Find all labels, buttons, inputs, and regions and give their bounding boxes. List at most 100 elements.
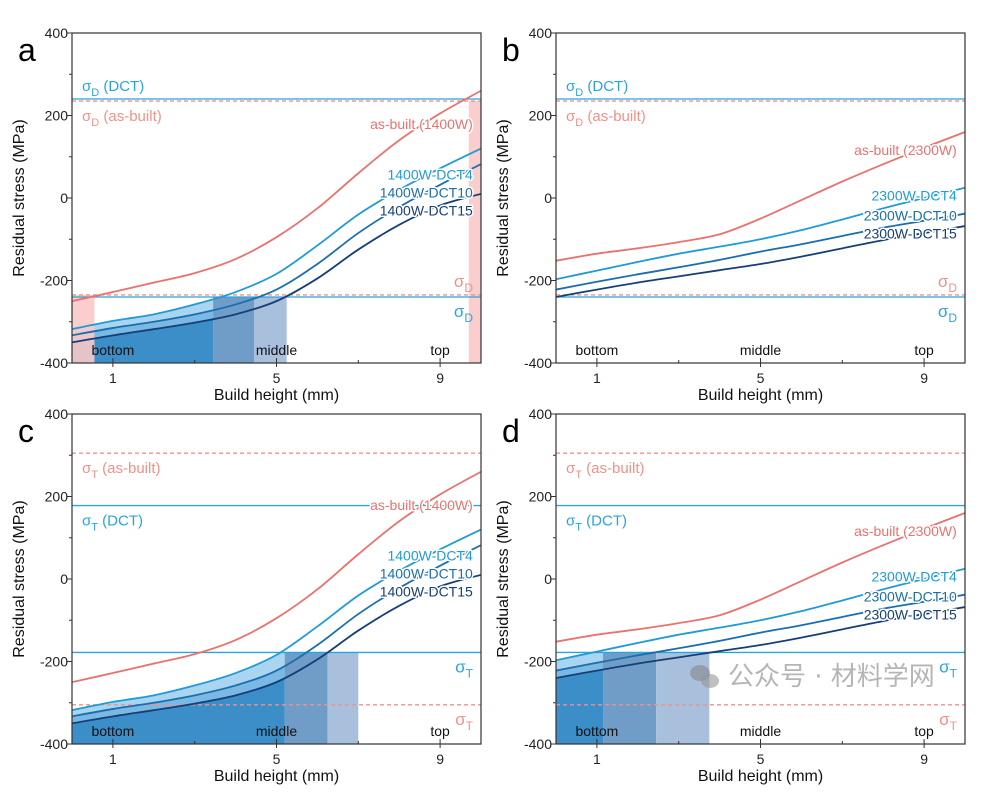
panel-label: c: [18, 413, 34, 449]
reference-line-label: σD (as-built): [566, 108, 646, 129]
sigma-symbol: σ: [82, 513, 92, 530]
y-tick-label: -200: [40, 273, 68, 289]
panel-label: a: [18, 32, 36, 68]
sigma-suffix: (as-built): [98, 460, 161, 477]
region-label-bottom: bottom: [91, 723, 134, 739]
fill-band-dct10: [213, 297, 255, 363]
sigma-symbol: σ: [938, 272, 949, 291]
sigma-subscript: T: [575, 469, 582, 481]
series-label: 2300W-DCT15: [864, 606, 957, 622]
series-label: 1400W-DCT15: [380, 202, 473, 218]
series-line-1400W-DCT15: [72, 193, 481, 344]
y-tick-label: 200: [529, 108, 553, 124]
watermark: 公众号 · 材料学网: [690, 662, 935, 692]
series-line-2300W-DCT4: [556, 567, 965, 662]
series-label: 2300W-DCT4: [871, 187, 957, 203]
reference-line-label: σT (DCT): [82, 513, 143, 534]
series-label: 1400W-DCT4: [387, 547, 473, 563]
sigma-subscript: D: [91, 87, 99, 99]
reference-line-label: σD (as-built): [82, 108, 162, 129]
series-label: 2300W-DCT15: [864, 225, 957, 241]
sigma-symbol: σ: [454, 302, 465, 321]
y-tick-label: -400: [40, 355, 68, 371]
sigma-subscript: T: [466, 666, 474, 680]
region-label-middle: middle: [256, 342, 297, 358]
x-tick-label: 1: [109, 751, 117, 767]
series-line-2300W-DCT10: [556, 593, 965, 672]
sigma-subscript: T: [950, 666, 958, 680]
reference-line-label: σD: [938, 272, 958, 295]
fill-under-1400W-DCT15: [72, 677, 285, 744]
wechat-icon: [690, 665, 720, 689]
sigma-subscript: D: [91, 117, 99, 129]
sigma-subscript: D: [464, 281, 473, 295]
fill-under-1400W-DCT15: [72, 318, 214, 363]
series-line-as-built (1400W): [72, 89, 481, 303]
sigma-symbol: σ: [939, 657, 950, 676]
region-label-top: top: [914, 723, 934, 739]
plot-area: [72, 89, 481, 363]
reference-line-label: σD: [454, 272, 474, 295]
series-label: 1400W-DCT10: [380, 565, 473, 581]
sigma-symbol: σ: [455, 710, 466, 729]
panel-label: d: [502, 413, 520, 449]
region-label-bottom: bottom: [91, 342, 134, 358]
shaded-region: [72, 294, 95, 363]
y-tick-label: 0: [60, 190, 68, 206]
series-line-1400W-DCT10: [72, 163, 481, 337]
reference-line-label: σT (DCT): [566, 513, 627, 534]
series-label: 1400W-DCT4: [387, 166, 473, 182]
series-line-1400W-DCT10: [72, 544, 481, 718]
sigma-symbol: σ: [938, 302, 949, 321]
region-label-top: top: [430, 342, 450, 358]
fill-band-dct10: [284, 652, 328, 744]
sigma-suffix: (as-built): [583, 108, 646, 125]
y-tick-label: -200: [524, 654, 552, 670]
watermark-text: 公众号 · 材料学网: [728, 662, 935, 692]
x-tick-label: 5: [757, 370, 765, 386]
series-label: as-built (2300W): [854, 142, 957, 158]
series-line-as-built (2300W): [556, 131, 965, 262]
panel-label: b: [502, 32, 520, 68]
reference-line-label: σD: [454, 302, 474, 325]
sigma-suffix: (DCT): [583, 78, 628, 95]
series-line-2300W-DCT10: [556, 212, 965, 291]
sigma-symbol: σ: [455, 657, 466, 676]
x-axis-label: Build height (mm): [698, 768, 823, 785]
series-line-1400W-DCT15: [72, 574, 481, 725]
y-tick-label: 0: [60, 571, 68, 587]
series-label: 2300W-DCT10: [864, 588, 957, 604]
series-label: 1400W-DCT10: [380, 184, 473, 200]
series-line-1400W-DCT4: [72, 528, 481, 712]
series-line-2300W-DCT15: [556, 606, 965, 679]
x-axis-label: Build height (mm): [698, 387, 823, 404]
x-tick-label: 5: [273, 370, 281, 386]
x-tick-label: 9: [920, 370, 928, 386]
sigma-subscript: D: [575, 87, 583, 99]
y-tick-label: 200: [45, 108, 69, 124]
reference-line-label: σT: [455, 657, 474, 680]
y-tick-label: 400: [45, 406, 69, 422]
x-tick-label: 1: [109, 370, 117, 386]
sigma-symbol: σ: [939, 710, 950, 729]
x-axis-label: Build height (mm): [214, 387, 339, 404]
x-tick-label: 5: [757, 751, 765, 767]
series-label: as-built (1400W): [370, 497, 473, 513]
region-label-middle: middle: [740, 342, 781, 358]
y-axis-label: Residual stress (MPa): [495, 119, 512, 276]
x-tick-label: 9: [920, 751, 928, 767]
region-label-top: top: [430, 723, 450, 739]
y-tick-label: 400: [529, 25, 553, 41]
reference-line-label: σT (as-built): [82, 460, 161, 481]
y-tick-label: 200: [45, 489, 69, 505]
y-tick-label: -200: [524, 273, 552, 289]
sigma-symbol: σ: [454, 272, 465, 291]
sigma-symbol: σ: [566, 513, 576, 530]
sigma-suffix: (as-built): [99, 108, 162, 125]
y-tick-label: -400: [524, 736, 552, 752]
x-tick-label: 5: [273, 751, 281, 767]
y-tick-label: -200: [40, 654, 68, 670]
region-label-bottom: bottom: [575, 723, 618, 739]
series-line-2300W-DCT4: [556, 186, 965, 281]
